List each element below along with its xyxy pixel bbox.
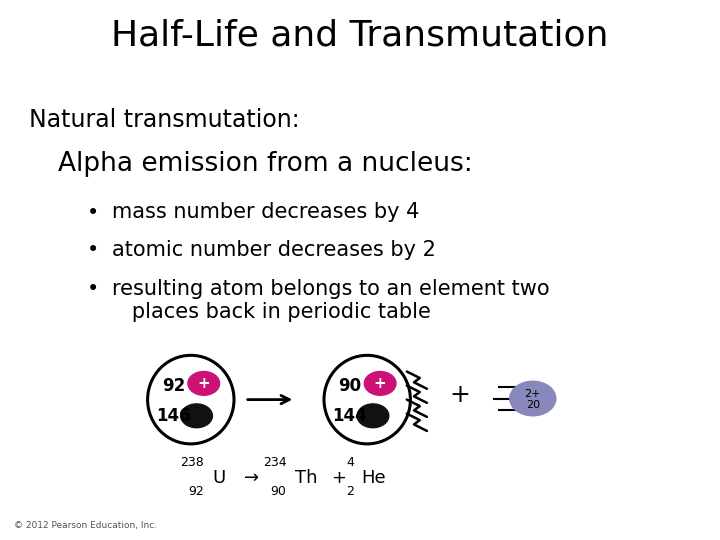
Text: Natural transmutation:: Natural transmutation: [29, 108, 300, 132]
Text: 146: 146 [156, 407, 191, 425]
Text: 20: 20 [526, 400, 540, 410]
Text: 90: 90 [271, 485, 287, 498]
Text: +: + [197, 376, 210, 391]
Text: resulting atom belongs to an element two
   places back in periodic table: resulting atom belongs to an element two… [112, 279, 549, 322]
Text: 4: 4 [346, 456, 354, 469]
Ellipse shape [324, 355, 410, 444]
Text: 238: 238 [180, 456, 204, 469]
Text: •: • [86, 202, 99, 222]
Text: +: + [374, 376, 387, 391]
Circle shape [510, 381, 556, 416]
Ellipse shape [148, 355, 234, 444]
Text: 234: 234 [263, 456, 287, 469]
Text: 90: 90 [338, 377, 361, 395]
Text: 92: 92 [162, 377, 185, 395]
Text: •: • [86, 279, 99, 299]
Text: →: → [244, 469, 260, 487]
Text: +: + [331, 469, 346, 487]
Circle shape [357, 404, 389, 428]
Text: •: • [86, 240, 99, 260]
Circle shape [181, 404, 212, 428]
Circle shape [364, 372, 396, 395]
Text: Alpha emission from a nucleus:: Alpha emission from a nucleus: [58, 151, 472, 177]
Text: U: U [212, 469, 225, 487]
Text: 144: 144 [333, 407, 367, 425]
Text: Th: Th [295, 469, 318, 487]
Text: 92: 92 [188, 485, 204, 498]
Text: He: He [361, 469, 386, 487]
Text: Half-Life and Transmutation: Half-Life and Transmutation [112, 19, 608, 53]
Text: © 2012 Pearson Education, Inc.: © 2012 Pearson Education, Inc. [14, 521, 158, 530]
Text: 2: 2 [346, 485, 354, 498]
Text: +: + [449, 383, 469, 407]
Text: mass number decreases by 4: mass number decreases by 4 [112, 202, 419, 222]
Text: 2+: 2+ [525, 389, 541, 399]
Circle shape [188, 372, 220, 395]
Text: atomic number decreases by 2: atomic number decreases by 2 [112, 240, 436, 260]
